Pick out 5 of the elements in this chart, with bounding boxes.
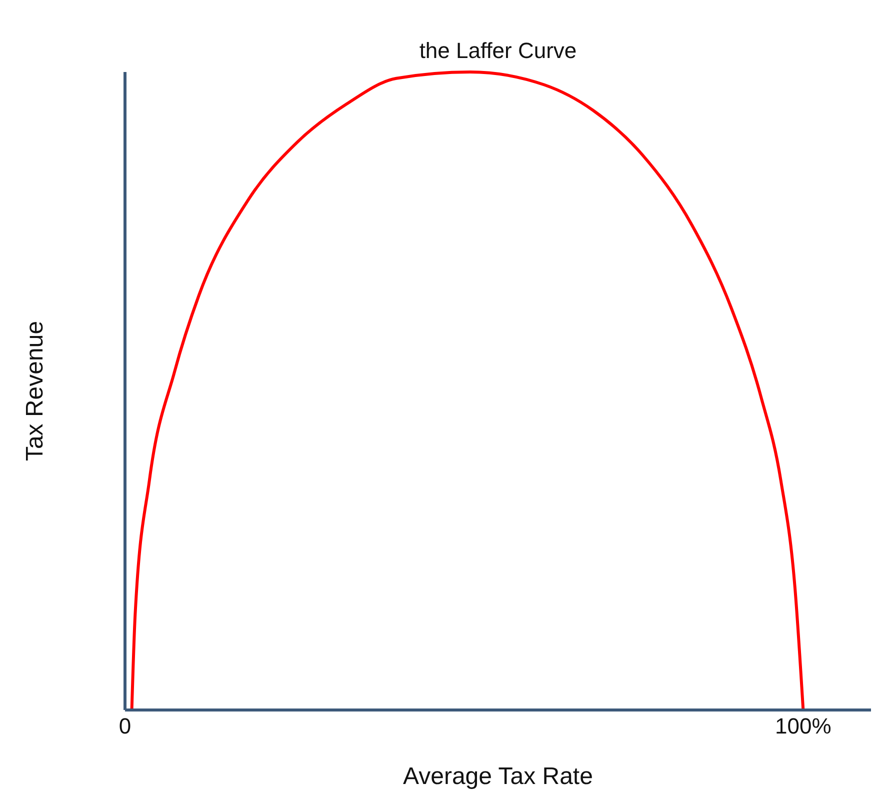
x-axis-title: Average Tax Rate bbox=[403, 763, 593, 790]
y-axis-title: Tax Revenue bbox=[22, 320, 49, 462]
chart-title: the Laffer Curve bbox=[418, 38, 578, 64]
x-tick-label: 0 bbox=[118, 714, 132, 739]
x-tick-label: 100% bbox=[775, 714, 832, 739]
